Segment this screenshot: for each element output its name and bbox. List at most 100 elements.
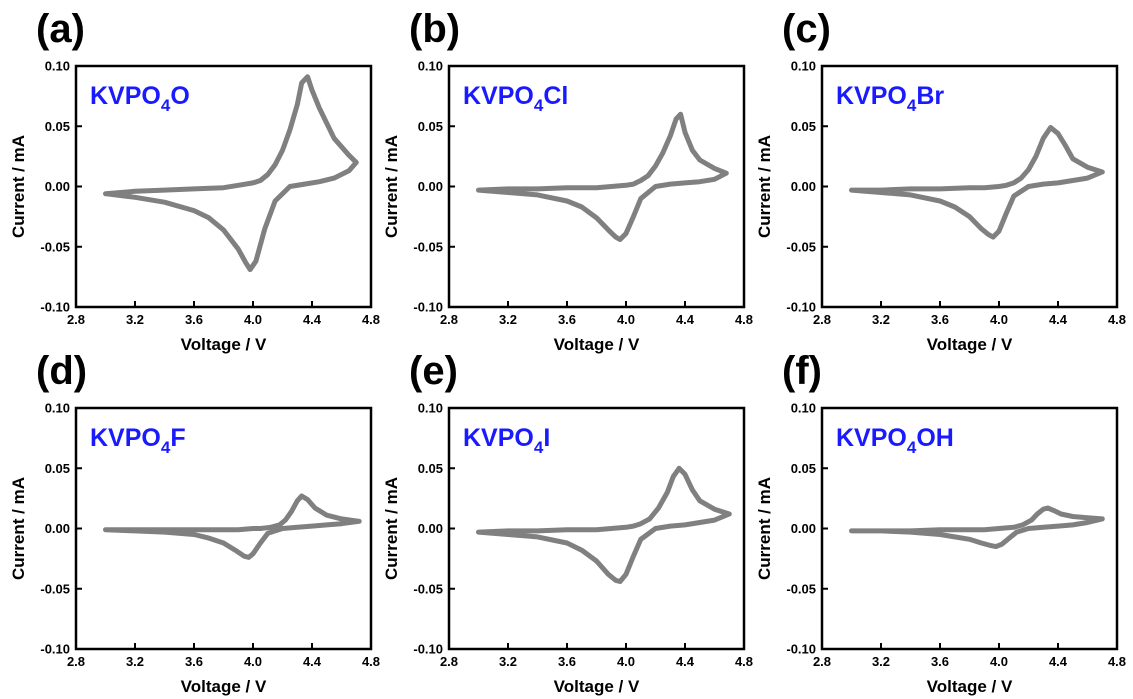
x-tick-label: 4.4 (1049, 312, 1068, 327)
cv-curve (849, 125, 1105, 240)
y-axis-label: Current / mA (755, 135, 774, 238)
y-tick-label: 0.05 (45, 461, 70, 476)
chart-panel: (d) 2.8 3.2 3.6 4.0 4.4 4.8 -0.10 -0.05 0.00 0.05 0… (9, 349, 380, 696)
x-tick-label: 3.6 (185, 312, 203, 327)
y-tick-label: -0.10 (40, 300, 70, 315)
x-tick-label: 4.4 (676, 312, 695, 327)
panel-letter: (d) (36, 349, 87, 393)
cv-curve (103, 493, 362, 560)
cv-curve (103, 74, 359, 273)
x-tick-label: 3.6 (558, 654, 576, 669)
y-axis-label: Current / mA (9, 477, 28, 580)
y-tick-label: 0.00 (45, 179, 70, 194)
compound-label: KVPO4I (463, 424, 550, 457)
y-tick-label: 0.00 (418, 179, 443, 194)
y-axis-label: Current / mA (382, 135, 401, 238)
x-tick-label: 2.8 (67, 654, 85, 669)
x-tick-label: 4.4 (1049, 654, 1068, 669)
cv-curve (476, 465, 732, 584)
y-tick-label: -0.10 (40, 642, 70, 657)
x-tick-label: 3.2 (126, 654, 144, 669)
x-tick-label: 4.4 (676, 654, 695, 669)
x-axis-label: Voltage / V (554, 677, 640, 696)
x-tick-label: 4.8 (1108, 654, 1126, 669)
y-tick-label: 0.05 (791, 461, 816, 476)
y-axis-label: Current / mA (755, 477, 774, 580)
x-tick-label: 3.2 (499, 654, 517, 669)
x-tick-label: 4.0 (990, 654, 1008, 669)
y-tick-label: 0.10 (45, 59, 70, 74)
y-tick-label: 0.05 (418, 119, 443, 134)
panel-letter: (e) (409, 349, 458, 393)
y-tick-label: 0.10 (791, 59, 816, 74)
x-tick-label: 2.8 (440, 312, 458, 327)
x-tick-label: 3.2 (126, 312, 144, 327)
x-tick-label: 3.2 (872, 312, 890, 327)
x-tick-label: 4.8 (735, 654, 753, 669)
x-tick-label: 2.8 (813, 654, 831, 669)
y-axis-label: Current / mA (382, 477, 401, 580)
x-tick-label: 3.6 (931, 654, 949, 669)
y-tick-label: 0.05 (418, 461, 443, 476)
cv-curve (849, 505, 1105, 550)
y-tick-label: 0.05 (45, 119, 70, 134)
x-tick-label: 3.2 (872, 654, 890, 669)
y-tick-label: 0.10 (418, 401, 443, 416)
y-tick-label: -0.05 (40, 239, 70, 254)
chart-panel: (f) 2.8 3.2 3.6 4.0 4.4 4.8 -0.10 -0.05 0.00 0.05 0… (755, 349, 1126, 696)
y-axis-label: Current / mA (9, 135, 28, 238)
y-tick-label: -0.10 (413, 642, 443, 657)
y-tick-label: 0.10 (791, 401, 816, 416)
x-tick-label: 4.8 (1108, 312, 1126, 327)
chart-panel: (c) 2.8 3.2 3.6 4.0 4.4 4.8 -0.10 -0.05 0.00 0.05 0… (755, 7, 1126, 354)
y-tick-label: -0.10 (786, 642, 816, 657)
compound-label: KVPO4Cl (463, 82, 568, 115)
x-axis-label: Voltage / V (181, 335, 267, 354)
x-tick-label: 4.4 (303, 654, 322, 669)
x-axis-label: Voltage / V (181, 677, 267, 696)
x-axis-label: Voltage / V (927, 335, 1013, 354)
x-tick-label: 4.0 (244, 312, 262, 327)
compound-label: KVPO4F (90, 424, 186, 457)
compound-label: KVPO4OH (836, 424, 954, 457)
y-tick-label: 0.00 (791, 179, 816, 194)
x-tick-label: 2.8 (813, 312, 831, 327)
x-tick-label: 4.8 (735, 312, 753, 327)
y-tick-label: -0.05 (786, 239, 816, 254)
compound-label: KVPO4O (90, 82, 190, 115)
x-tick-label: 4.0 (244, 654, 262, 669)
compound-label: KVPO4Br (836, 82, 944, 115)
y-tick-label: 0.10 (45, 401, 70, 416)
y-tick-label: -0.05 (40, 581, 70, 596)
chart-panel: (e) 2.8 3.2 3.6 4.0 4.4 4.8 -0.10 -0.05 0.00 0.05 0… (382, 349, 753, 696)
cv-curve (476, 111, 729, 242)
y-tick-label: -0.05 (786, 581, 816, 596)
panel-letter: (b) (409, 7, 460, 51)
x-tick-label: 2.8 (440, 654, 458, 669)
y-tick-label: -0.10 (786, 300, 816, 315)
x-tick-label: 4.0 (617, 312, 635, 327)
x-tick-label: 2.8 (67, 312, 85, 327)
x-tick-label: 4.0 (990, 312, 1008, 327)
x-tick-label: 3.6 (931, 312, 949, 327)
y-tick-label: 0.00 (45, 521, 70, 536)
y-tick-label: -0.05 (413, 581, 443, 596)
y-tick-label: 0.00 (418, 521, 443, 536)
y-tick-label: 0.05 (791, 119, 816, 134)
x-tick-label: 4.4 (303, 312, 322, 327)
panel-letter: (c) (782, 7, 831, 51)
x-axis-label: Voltage / V (554, 335, 640, 354)
y-tick-label: 0.10 (418, 59, 443, 74)
x-tick-label: 4.8 (362, 312, 380, 327)
x-tick-label: 3.2 (499, 312, 517, 327)
y-tick-label: -0.05 (413, 239, 443, 254)
chart-panel: (b) 2.8 3.2 3.6 4.0 4.4 4.8 -0.10 -0.05 0.00 0.05 0… (382, 7, 753, 354)
y-tick-label: 0.00 (791, 521, 816, 536)
y-tick-label: -0.10 (413, 300, 443, 315)
panel-letter: (f) (782, 349, 822, 393)
chart-panel: (a) 2.8 3.2 3.6 4.0 4.4 4.8 -0.10 -0.05 0.00 0.05 0… (9, 7, 380, 354)
panel-letter: (a) (36, 7, 85, 51)
x-tick-label: 3.6 (558, 312, 576, 327)
x-tick-label: 4.0 (617, 654, 635, 669)
